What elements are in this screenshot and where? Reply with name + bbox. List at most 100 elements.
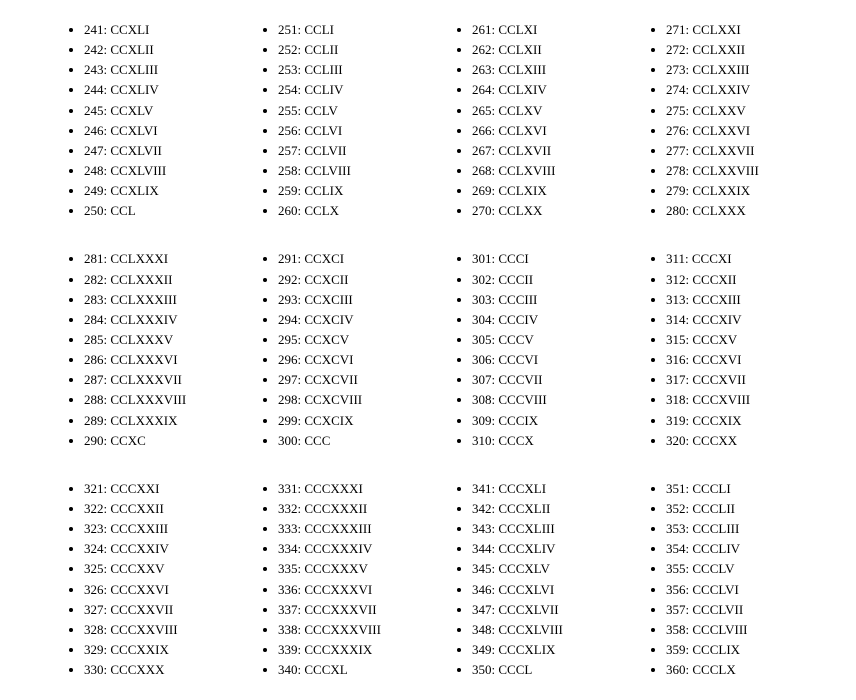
numeral-item: 316: CCCXVI — [666, 350, 816, 370]
numeral-item: 247: CCXLVII — [84, 141, 234, 161]
numeral-item: 305: CCCV — [472, 330, 622, 350]
numeral-item: 275: CCLXXV — [666, 101, 816, 121]
numeral-item: 357: CCCLVII — [666, 600, 816, 620]
numeral-item: 333: CCCXXXIII — [278, 519, 428, 539]
numeral-block: 341: CCCXLI342: CCCXLII343: CCCXLIII344:… — [428, 479, 622, 680]
numeral-item: 281: CCLXXXI — [84, 249, 234, 269]
numeral-item: 356: CCCLVI — [666, 580, 816, 600]
numeral-item: 266: CCLXVI — [472, 121, 622, 141]
numeral-item: 299: CCXCIX — [278, 411, 428, 431]
numeral-item: 317: CCCXVII — [666, 370, 816, 390]
numeral-item: 303: CCCIII — [472, 290, 622, 310]
numeral-item: 332: CCCXXXII — [278, 499, 428, 519]
numeral-item: 330: CCCXXX — [84, 660, 234, 680]
numeral-item: 280: CCLXXX — [666, 201, 816, 221]
numeral-item: 314: CCCXIV — [666, 310, 816, 330]
numeral-item: 325: CCCXXV — [84, 559, 234, 579]
numeral-item: 282: CCLXXXII — [84, 270, 234, 290]
numeral-block: 321: CCCXXI322: CCCXXII323: CCCXXIII324:… — [40, 479, 234, 680]
numeral-item: 348: CCCXLVIII — [472, 620, 622, 640]
numeral-item: 287: CCLXXXVII — [84, 370, 234, 390]
numeral-item: 329: CCCXXIX — [84, 640, 234, 660]
numeral-item: 249: CCXLIX — [84, 181, 234, 201]
numeral-item: 293: CCXCIII — [278, 290, 428, 310]
numeral-item: 322: CCCXXII — [84, 499, 234, 519]
numeral-item: 279: CCLXXIX — [666, 181, 816, 201]
numeral-block: 351: CCCLI352: CCCLII353: CCCLIII354: CC… — [622, 479, 816, 680]
numeral-item: 355: CCCLV — [666, 559, 816, 579]
numeral-item: 248: CCXLVIII — [84, 161, 234, 181]
numeral-item: 306: CCCVI — [472, 350, 622, 370]
numeral-item: 346: CCCXLVI — [472, 580, 622, 600]
numeral-item: 273: CCLXXIII — [666, 60, 816, 80]
numeral-item: 244: CCXLIV — [84, 80, 234, 100]
numeral-item: 353: CCCLIII — [666, 519, 816, 539]
numeral-item: 313: CCCXIII — [666, 290, 816, 310]
numeral-item: 349: CCCXLIX — [472, 640, 622, 660]
numeral-item: 256: CCLVI — [278, 121, 428, 141]
numeral-item: 272: CCLXXII — [666, 40, 816, 60]
numeral-item: 246: CCXLVI — [84, 121, 234, 141]
numeral-block: 331: CCCXXXI332: CCCXXXII333: CCCXXXIII3… — [234, 479, 428, 680]
numeral-item: 292: CCXCII — [278, 270, 428, 290]
numeral-item: 255: CCLV — [278, 101, 428, 121]
numeral-item: 296: CCXCVI — [278, 350, 428, 370]
numeral-block: 291: CCXCI292: CCXCII293: CCXCIII294: CC… — [234, 249, 428, 450]
numeral-item: 271: CCLXXI — [666, 20, 816, 40]
numeral-item: 320: CCCXX — [666, 431, 816, 451]
numeral-item: 294: CCXCIV — [278, 310, 428, 330]
numeral-block: 281: CCLXXXI282: CCLXXXII283: CCLXXXIII 2… — [40, 249, 234, 450]
numeral-item: 289: CCLXXXIX — [84, 411, 234, 431]
numeral-item: 324: CCCXXIV — [84, 539, 234, 559]
numeral-item: 307: CCCVII — [472, 370, 622, 390]
numeral-item: 243: CCXLIII — [84, 60, 234, 80]
numeral-item: 261: CCLXI — [472, 20, 622, 40]
numeral-item: 328: CCCXXVIII — [84, 620, 234, 640]
numeral-block: 311: CCCXI312: CCCXII313: CCCXIII314: CC… — [622, 249, 816, 450]
numeral-item: 291: CCXCI — [278, 249, 428, 269]
numeral-grid: 241: CCXLI242: CCXLII243: CCXLIII244: CC… — [40, 20, 816, 680]
numeral-item: 334: CCCXXXIV — [278, 539, 428, 559]
numeral-item: 262: CCLXII — [472, 40, 622, 60]
numeral-item: 359: CCCLIX — [666, 640, 816, 660]
numeral-item: 283: CCLXXXIII — [84, 290, 234, 310]
numeral-item: 264: CCLXIV — [472, 80, 622, 100]
numeral-item: 336: CCCXXXVI — [278, 580, 428, 600]
numeral-item: 258: CCLVIII — [278, 161, 428, 181]
numeral-item: 315: CCCXV — [666, 330, 816, 350]
numeral-item: 252: CCLII — [278, 40, 428, 60]
numeral-item: 242: CCXLII — [84, 40, 234, 60]
numeral-item: 344: CCCXLIV — [472, 539, 622, 559]
numeral-item: 254: CCLIV — [278, 80, 428, 100]
numeral-item: 335: CCCXXXV — [278, 559, 428, 579]
numeral-item: 331: CCCXXXI — [278, 479, 428, 499]
numeral-item: 277: CCLXXVII — [666, 141, 816, 161]
numeral-item: 338: CCCXXXVIII — [278, 620, 428, 640]
numeral-item: 308: CCCVIII — [472, 390, 622, 410]
numeral-block: 251: CCLI252: CCLII253: CCLIII254: CCLIV… — [234, 20, 428, 221]
numeral-item: 309: CCCIX — [472, 411, 622, 431]
numeral-item: 342: CCCXLII — [472, 499, 622, 519]
numeral-item: 310: CCCX — [472, 431, 622, 451]
numeral-item: 298: CCXCVIII — [278, 390, 428, 410]
numeral-item: 360: CCCLX — [666, 660, 816, 680]
numeral-item: 351: CCCLI — [666, 479, 816, 499]
numeral-item: 304: CCCIV — [472, 310, 622, 330]
numeral-item: 352: CCCLII — [666, 499, 816, 519]
numeral-item: 300: CCC — [278, 431, 428, 451]
numeral-item: 288: CCLXXXVIII — [84, 390, 234, 410]
numeral-item: 241: CCXLI — [84, 20, 234, 40]
numeral-item: 326: CCCXXVI — [84, 580, 234, 600]
numeral-item: 257: CCLVII — [278, 141, 428, 161]
numeral-item: 321: CCCXXI — [84, 479, 234, 499]
numeral-item: 274: CCLXXIV — [666, 80, 816, 100]
numeral-item: 268: CCLXVIII — [472, 161, 622, 181]
numeral-item: 343: CCCXLIII — [472, 519, 622, 539]
numeral-item: 263: CCLXIII — [472, 60, 622, 80]
numeral-item: 295: CCXCV — [278, 330, 428, 350]
numeral-block: 271: CCLXXI272: CCLXXII273: CCLXXIII274:… — [622, 20, 816, 221]
numeral-item: 337: CCCXXXVII — [278, 600, 428, 620]
numeral-block: 241: CCXLI242: CCXLII243: CCXLIII244: CC… — [40, 20, 234, 221]
numeral-item: 278: CCLXXVIII — [666, 161, 816, 181]
numeral-item: 290: CCXC — [84, 431, 234, 451]
